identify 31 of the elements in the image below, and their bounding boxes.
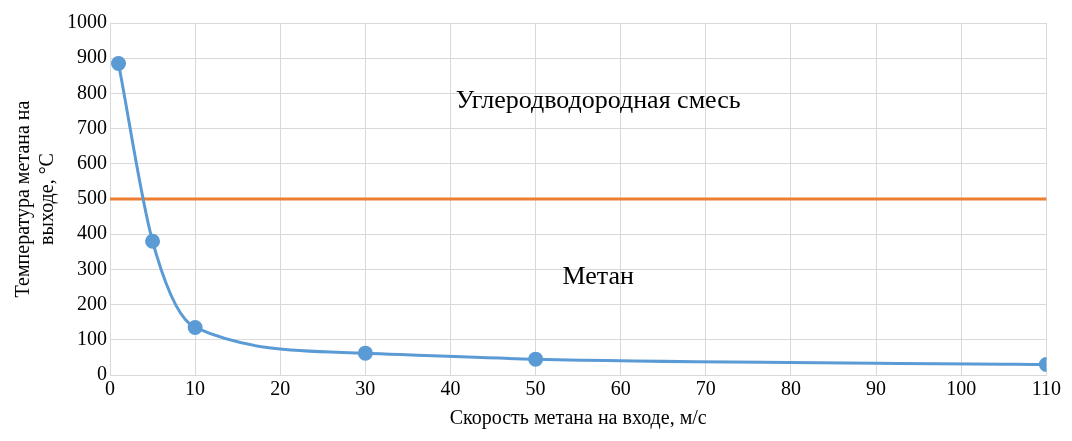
x-tick-label: 40 [440, 377, 461, 400]
point [145, 233, 161, 249]
y-tick-label: 200 [77, 291, 107, 314]
x-tick-label: 80 [781, 377, 801, 400]
annotation: Метан [562, 260, 634, 290]
y-axis-title: Температура метана на выходе, °С [11, 100, 59, 298]
y-tick-label: 1000 [67, 10, 107, 33]
x-tick-label: 20 [270, 377, 291, 400]
y-tick-label: 0 [97, 362, 107, 385]
x-tick-label: 100 [946, 377, 977, 400]
point [187, 319, 203, 335]
y-tick-label: 300 [77, 256, 107, 279]
y-tick-label: 800 [77, 80, 107, 103]
x-tick-label: 70 [695, 377, 716, 400]
x-tick-label: 110 [1031, 377, 1061, 400]
y-tick-label: 700 [77, 115, 107, 138]
point [111, 55, 127, 71]
y-tick-label: 500 [77, 186, 107, 209]
point [357, 345, 373, 361]
y-tick-label: 400 [77, 221, 107, 244]
x-axis-title: Скорость метана на входе, м/с [449, 406, 707, 430]
x-tick-label: 30 [355, 377, 376, 400]
x-tick-label: 50 [525, 377, 546, 400]
x-tick-label: 10 [185, 377, 206, 400]
y-tick-label: 100 [77, 327, 107, 350]
annotation: Углеродводородная смесь [455, 84, 741, 114]
point [528, 351, 544, 367]
x-tick-label: 60 [610, 377, 631, 400]
x-tick-label: 90 [866, 377, 887, 400]
y-tick-label: 600 [77, 151, 107, 174]
y-tick-label: 900 [77, 45, 107, 68]
